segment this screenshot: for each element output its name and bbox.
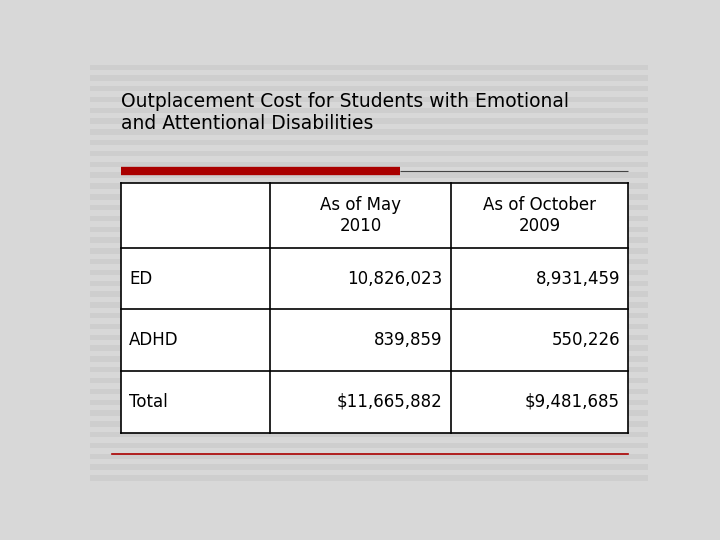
Bar	[90, 335, 648, 340]
Bar	[90, 216, 648, 221]
Bar	[90, 275, 648, 281]
Bar	[90, 421, 648, 427]
Bar	[90, 437, 648, 443]
Bar	[90, 373, 648, 378]
Bar	[90, 265, 648, 270]
Bar	[90, 351, 648, 356]
Bar	[90, 107, 648, 113]
Bar	[90, 475, 648, 481]
Bar	[90, 145, 648, 151]
Bar	[90, 308, 648, 313]
Bar	[90, 80, 648, 86]
Text: As of October
2009: As of October 2009	[483, 196, 596, 235]
Bar	[90, 329, 648, 335]
Bar	[90, 86, 648, 91]
Bar	[90, 259, 648, 265]
Bar	[90, 270, 648, 275]
Bar	[90, 389, 648, 394]
Bar	[90, 161, 648, 167]
Bar	[90, 210, 648, 216]
Bar	[90, 427, 648, 432]
Bar	[90, 183, 648, 188]
Bar	[90, 70, 648, 75]
Text: 8,931,459: 8,931,459	[536, 269, 620, 288]
Text: ADHD: ADHD	[129, 331, 179, 349]
Bar	[90, 129, 648, 134]
Bar	[90, 470, 648, 475]
Bar	[90, 302, 648, 308]
Bar	[90, 243, 648, 248]
Bar	[90, 378, 648, 383]
Text: 839,859: 839,859	[374, 331, 442, 349]
Bar	[90, 416, 648, 421]
Text: $11,665,882: $11,665,882	[337, 393, 442, 411]
Bar	[90, 459, 648, 464]
Bar	[90, 400, 648, 405]
Bar	[90, 394, 648, 400]
Bar	[90, 194, 648, 199]
Bar	[90, 156, 648, 161]
Bar	[90, 356, 648, 362]
Text: 10,826,023: 10,826,023	[347, 269, 442, 288]
Bar	[90, 292, 648, 297]
Bar	[90, 221, 648, 227]
Text: 550,226: 550,226	[552, 331, 620, 349]
Bar	[90, 124, 648, 129]
Bar	[90, 443, 648, 448]
Bar	[90, 383, 648, 389]
Bar	[90, 286, 648, 292]
Bar	[90, 248, 648, 254]
Bar	[90, 454, 648, 459]
Bar	[90, 113, 648, 118]
Bar	[90, 227, 648, 232]
Bar	[90, 140, 648, 145]
Bar	[90, 118, 648, 124]
Bar	[90, 448, 648, 454]
Bar	[90, 410, 648, 416]
Bar	[90, 178, 648, 183]
Bar	[90, 319, 648, 324]
Bar	[90, 102, 648, 107]
Bar	[90, 65, 648, 70]
Bar	[90, 340, 648, 346]
Bar	[90, 464, 648, 470]
Bar	[90, 232, 648, 238]
Bar	[90, 205, 648, 210]
Bar	[90, 324, 648, 329]
Bar	[90, 313, 648, 319]
Text: ED: ED	[129, 269, 153, 288]
Bar	[90, 199, 648, 205]
Bar	[90, 91, 648, 97]
Text: Total: Total	[129, 393, 168, 411]
Bar	[90, 297, 648, 302]
Bar	[90, 172, 648, 178]
Bar	[90, 167, 648, 172]
Bar	[90, 281, 648, 286]
Bar	[90, 238, 648, 243]
Bar	[90, 367, 648, 373]
Bar	[90, 97, 648, 102]
Bar	[90, 405, 648, 410]
Text: As of May
2010: As of May 2010	[320, 196, 401, 235]
Text: $9,481,685: $9,481,685	[525, 393, 620, 411]
Bar	[90, 151, 648, 156]
Bar	[90, 188, 648, 194]
Text: Outplacement Cost for Students with Emotional
and Attentional Disabilities: Outplacement Cost for Students with Emot…	[121, 92, 569, 133]
Bar	[90, 362, 648, 367]
Bar	[90, 254, 648, 259]
Bar	[90, 75, 648, 80]
Bar	[121, 183, 629, 433]
Bar	[90, 432, 648, 437]
Bar	[90, 134, 648, 140]
Bar	[90, 346, 648, 351]
